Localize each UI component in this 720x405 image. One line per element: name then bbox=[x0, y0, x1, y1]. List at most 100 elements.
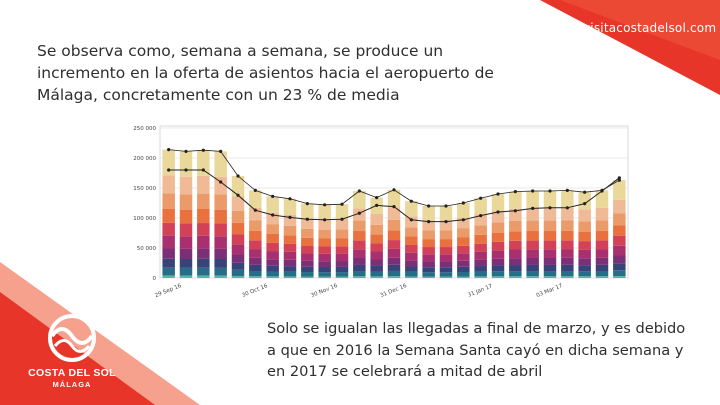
bar-segment bbox=[231, 222, 245, 235]
bar-segment bbox=[613, 245, 626, 256]
y-tick-label: 0 bbox=[153, 276, 157, 282]
bar-segment bbox=[353, 191, 366, 209]
bar-segment bbox=[387, 257, 401, 265]
bar bbox=[491, 194, 505, 278]
bar-segment bbox=[266, 196, 279, 213]
bar-segment bbox=[474, 259, 487, 267]
bar-segment bbox=[283, 266, 297, 272]
bar-segment bbox=[526, 249, 539, 258]
bar-segment bbox=[526, 191, 539, 209]
chart-svg: 0 50 000 100 000 150 000 200 000 250 000 29 Se… bbox=[133, 125, 629, 299]
bar-segment bbox=[249, 249, 262, 258]
bar-segment bbox=[595, 190, 609, 208]
bar-segment bbox=[353, 276, 366, 278]
bar-segment bbox=[422, 272, 435, 277]
bar-segment bbox=[301, 260, 314, 267]
bar bbox=[422, 206, 435, 278]
bar-segment bbox=[318, 219, 331, 230]
bar-segment bbox=[491, 232, 505, 242]
bar-segment bbox=[283, 243, 297, 252]
x-tick-label: 31 Jan 17 bbox=[467, 283, 494, 298]
line-point bbox=[496, 210, 500, 214]
bar-segment bbox=[231, 262, 245, 270]
line-point bbox=[167, 168, 171, 172]
bar-segment bbox=[266, 212, 279, 225]
bar-segment bbox=[595, 230, 609, 241]
bar-segment bbox=[439, 267, 453, 273]
bar-segment bbox=[491, 250, 505, 259]
bar-segment bbox=[301, 272, 314, 277]
x-tick-label: 29 Sep 16 bbox=[154, 283, 183, 299]
headline: Se observa como, semana a semana, se pro… bbox=[37, 40, 507, 106]
line-point bbox=[409, 218, 413, 222]
bar-segment bbox=[543, 191, 557, 209]
bar-segment bbox=[543, 264, 557, 272]
bar-segment bbox=[474, 266, 487, 272]
line-point bbox=[444, 220, 448, 224]
bar-segment bbox=[370, 265, 383, 272]
bar-segment bbox=[197, 258, 210, 268]
bar-segment bbox=[561, 249, 574, 258]
bar-segment bbox=[162, 222, 175, 236]
line-point bbox=[236, 193, 240, 197]
bar-segment bbox=[543, 249, 557, 258]
bar bbox=[370, 197, 383, 278]
bar-segment bbox=[197, 150, 210, 176]
bar-segment bbox=[439, 230, 453, 240]
bar-segment bbox=[491, 222, 505, 233]
bar-segment bbox=[491, 194, 505, 211]
bar-segment bbox=[613, 213, 626, 226]
bar bbox=[249, 190, 262, 278]
bar-segment bbox=[613, 255, 626, 264]
bar-segment bbox=[335, 229, 349, 239]
bar-segment bbox=[353, 271, 366, 277]
bar-segment bbox=[179, 223, 193, 237]
bar bbox=[197, 150, 210, 278]
bar-segment bbox=[318, 204, 331, 220]
bar-segment bbox=[561, 257, 574, 265]
logo-name: COSTA DEL SOL bbox=[28, 367, 116, 379]
bar-segment bbox=[197, 235, 210, 249]
bar-segment bbox=[197, 193, 210, 209]
bar-segment bbox=[457, 218, 470, 229]
line-point bbox=[219, 180, 223, 184]
bar bbox=[231, 176, 245, 278]
bar-segment bbox=[162, 193, 175, 209]
bar-segment bbox=[422, 206, 435, 221]
bar-segment bbox=[457, 272, 470, 277]
bar-segment bbox=[266, 251, 279, 260]
bar-segment bbox=[526, 276, 539, 278]
bar-segment bbox=[318, 229, 331, 239]
line-point bbox=[253, 208, 257, 212]
bar-segment bbox=[491, 265, 505, 272]
bar bbox=[439, 206, 453, 278]
bar-segment bbox=[578, 221, 591, 232]
bar-segment bbox=[283, 251, 297, 260]
bar-segment bbox=[249, 257, 262, 265]
bar-segment bbox=[578, 276, 591, 278]
bar-segment bbox=[405, 252, 418, 261]
bar-segment bbox=[387, 248, 401, 258]
bar-segment bbox=[561, 270, 574, 277]
bar-segment bbox=[595, 240, 609, 250]
bar-segment bbox=[370, 271, 383, 277]
bar-segment bbox=[405, 236, 418, 245]
bar-segment bbox=[613, 180, 626, 200]
bar-segment bbox=[370, 224, 383, 235]
line-point bbox=[617, 176, 621, 180]
y-tick-label: 200 000 bbox=[133, 156, 156, 162]
bar-segment bbox=[595, 220, 609, 231]
bar-segment bbox=[474, 276, 487, 278]
bar-segment bbox=[301, 266, 314, 273]
line-point bbox=[201, 168, 205, 172]
bar-segment bbox=[179, 275, 193, 278]
bar-segment bbox=[179, 248, 193, 260]
bar-segment bbox=[370, 259, 383, 266]
line-point bbox=[288, 215, 292, 219]
x-tick-label: 31 Dec 16 bbox=[379, 283, 408, 299]
bar-segment bbox=[474, 198, 487, 215]
bar-segment bbox=[578, 231, 591, 242]
bar-segment bbox=[422, 239, 435, 248]
bar-segment bbox=[526, 257, 539, 265]
